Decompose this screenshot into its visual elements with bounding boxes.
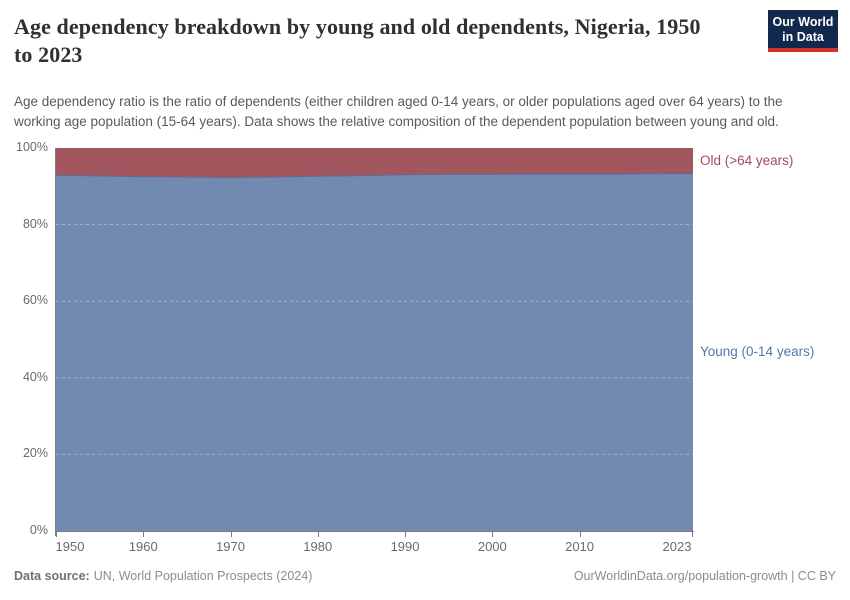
gridlines bbox=[56, 224, 693, 455]
y-axis-line bbox=[55, 148, 56, 536]
x-axis-label: 1990 bbox=[390, 539, 420, 554]
x-axis-tick bbox=[492, 532, 494, 537]
owid-logo-line1: Our World bbox=[772, 15, 834, 29]
x-axis-label: 1960 bbox=[128, 539, 158, 554]
x-axis-label: 1950 bbox=[55, 539, 85, 554]
x-axis-tick bbox=[56, 532, 57, 537]
stacked-area-chart bbox=[56, 148, 693, 531]
y-axis-label: 100% bbox=[16, 140, 48, 154]
y-axis-label: 20% bbox=[22, 446, 48, 461]
young-old-boundary-line bbox=[56, 173, 693, 179]
x-axis-label: 2000 bbox=[477, 539, 507, 554]
y-axis-label: 80% bbox=[22, 216, 48, 231]
page-title: Age dependency breakdown by young and ol… bbox=[14, 14, 701, 67]
area-old bbox=[56, 148, 693, 178]
series-label-young[interactable]: Young (0-14 years) bbox=[700, 344, 815, 360]
x-axis-tick bbox=[579, 532, 581, 537]
y-axis-label: 0% bbox=[29, 523, 48, 537]
x-axis-tick bbox=[143, 532, 145, 537]
y-axis-label: 40% bbox=[22, 369, 48, 384]
owid-logo-line2: in Data bbox=[782, 29, 824, 44]
credit-link[interactable]: OurWorldinData.org/population-growth | C… bbox=[573, 569, 836, 583]
chart-subtitle: Age dependency ratio is the ratio of dep… bbox=[14, 94, 783, 129]
data-source-label: Data source: bbox=[14, 569, 90, 583]
x-axis-tick bbox=[317, 532, 319, 537]
x-axis-tick bbox=[692, 532, 693, 537]
x-axis-label: 2010 bbox=[565, 539, 595, 554]
data-source-text: UN, World Population Prospects (2024) bbox=[93, 569, 313, 583]
y-axis-label: 60% bbox=[22, 293, 48, 308]
series-label-old[interactable]: Old (>64 years) bbox=[700, 152, 794, 168]
x-axis-label: 1980 bbox=[303, 539, 333, 554]
area-young bbox=[56, 173, 693, 531]
x-axis-label: 2023 bbox=[662, 539, 692, 554]
x-axis-tick bbox=[405, 532, 407, 537]
owid-logo: Our World in Data bbox=[768, 10, 838, 52]
data-source-note: Data source: UN, World Population Prospec… bbox=[14, 569, 312, 583]
plot-area[interactable] bbox=[56, 148, 693, 531]
x-axis-label: 1970 bbox=[216, 539, 245, 554]
x-axis-tick bbox=[230, 532, 232, 537]
x-axis-line bbox=[56, 531, 694, 532]
